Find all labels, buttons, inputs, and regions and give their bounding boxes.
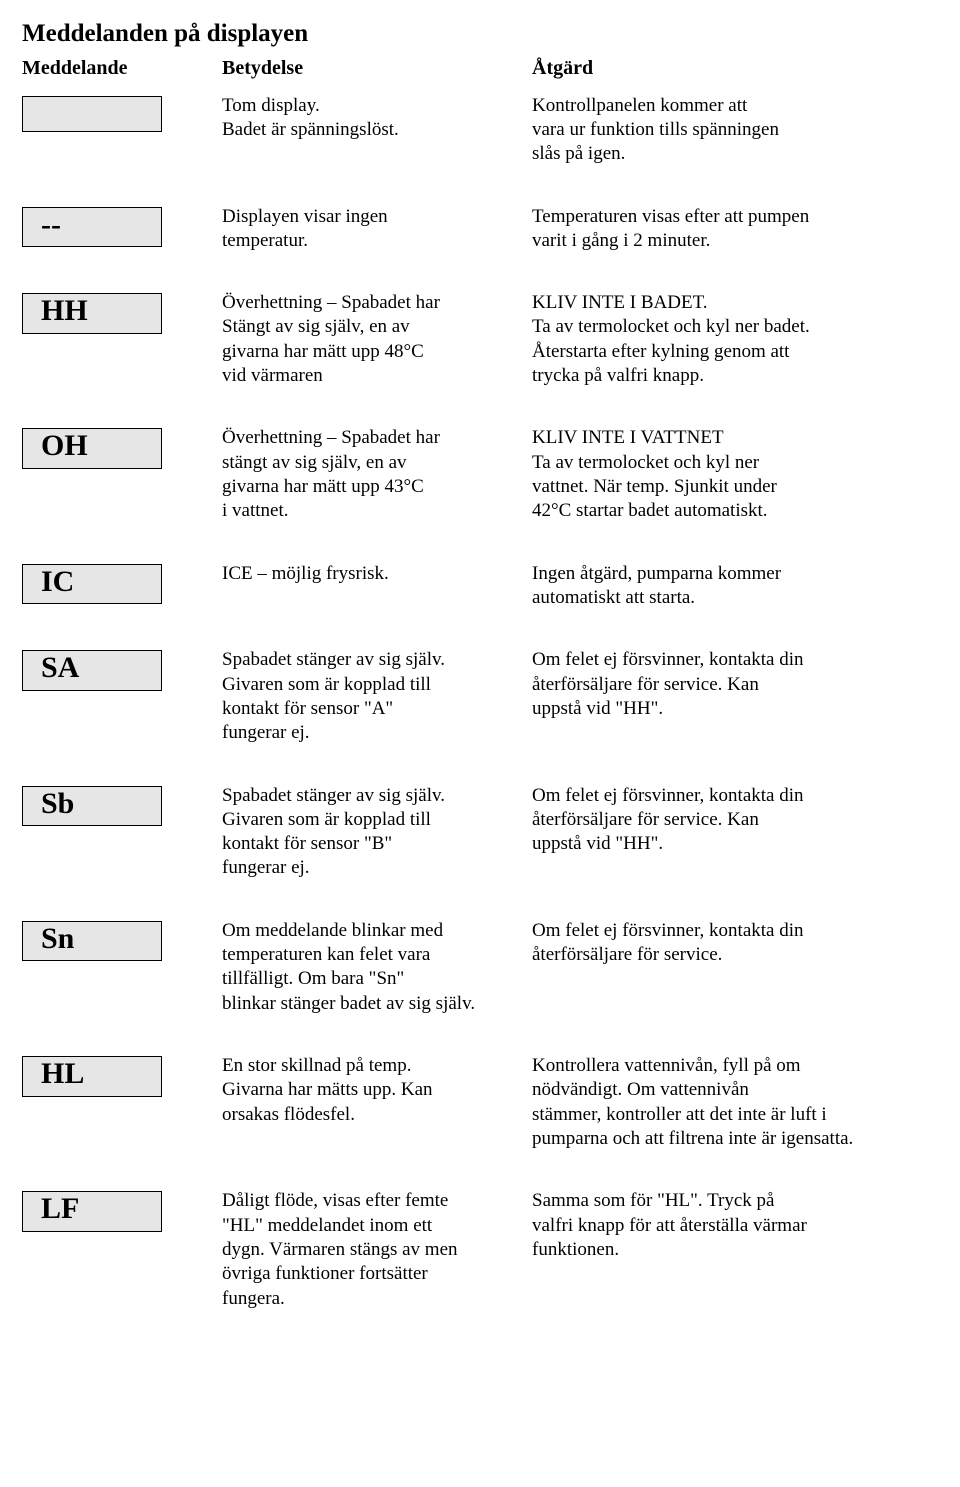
action-cell: KLIV INTE I VATTNET Ta av termolocket oc…	[532, 426, 938, 523]
action-cell: KLIV INTE I BADET. Ta av termolocket och…	[532, 291, 938, 388]
table-row: IC ICE – möjlig frysrisk.Ingen åtgärd, pu…	[22, 562, 938, 611]
action-cell: Om felet ej försvinner, kontakta din åte…	[532, 919, 938, 968]
display-code-box: HL	[22, 1056, 162, 1097]
code-cell: Sn	[22, 919, 222, 962]
meaning-cell: Dåligt flöde, visas efter femte "HL" med…	[222, 1189, 532, 1311]
message-table: Tom display. Badet är spänningslöst.Kont…	[22, 94, 938, 1311]
display-code-box: IC	[22, 564, 162, 605]
table-row: HH Överhettning – Spabadet har Stängt av …	[22, 291, 938, 388]
code-cell: LF	[22, 1189, 222, 1232]
meaning-cell: Tom display. Badet är spänningslöst.	[222, 94, 532, 143]
page-title: Meddelanden på displayen	[22, 18, 938, 50]
display-code-box: HH	[22, 293, 162, 334]
table-row: Tom display. Badet är spänningslöst.Kont…	[22, 94, 938, 167]
action-cell: Kontrollera vattennivån, fyll på om nödv…	[532, 1054, 938, 1151]
display-code-box: Sb	[22, 786, 162, 827]
display-code-box: LF	[22, 1191, 162, 1232]
table-row: SA Spabadet stänger av sig själv. Givaren…	[22, 648, 938, 745]
table-row: LF Dåligt flöde, visas efter femte "HL" m…	[22, 1189, 938, 1311]
meaning-cell: Överhettning – Spabadet har stängt av si…	[222, 426, 532, 523]
meaning-cell: Displayen visar ingen temperatur.	[222, 205, 532, 254]
display-code-box: Sn	[22, 921, 162, 962]
table-row: -- Displayen visar ingen temperatur.Tempe…	[22, 205, 938, 254]
meaning-cell: Överhettning – Spabadet har Stängt av si…	[222, 291, 532, 388]
table-row: OH Överhettning – Spabadet har stängt av …	[22, 426, 938, 523]
meaning-cell: Om meddelande blinkar med temperaturen k…	[222, 919, 532, 1016]
code-cell: IC	[22, 562, 222, 605]
header-meaning: Betydelse	[222, 56, 532, 82]
table-row: HL En stor skillnad på temp. Givarna har …	[22, 1054, 938, 1151]
display-code-box: SA	[22, 650, 162, 691]
meaning-cell: En stor skillnad på temp. Givarna har mä…	[222, 1054, 532, 1127]
meaning-cell: ICE – möjlig frysrisk.	[222, 562, 532, 586]
action-cell: Om felet ej försvinner, kontakta din åte…	[532, 648, 938, 721]
display-code-box: --	[22, 207, 162, 248]
table-row: Sb Spabadet stänger av sig själv. Givaren…	[22, 784, 938, 881]
code-cell: SA	[22, 648, 222, 691]
code-cell: HL	[22, 1054, 222, 1097]
column-header-row: Meddelande Betydelse Åtgärd	[22, 56, 938, 82]
action-cell: Samma som för "HL". Tryck på valfri knap…	[532, 1189, 938, 1262]
code-cell: HH	[22, 291, 222, 334]
action-cell: Temperaturen visas efter att pumpen vari…	[532, 205, 938, 254]
display-code-box: OH	[22, 428, 162, 469]
code-cell: OH	[22, 426, 222, 469]
header-code: Meddelande	[22, 56, 222, 82]
code-cell	[22, 94, 222, 139]
meaning-cell: Spabadet stänger av sig själv. Givaren s…	[222, 648, 532, 745]
code-cell: --	[22, 205, 222, 248]
action-cell: Kontrollpanelen kommer att vara ur funkt…	[532, 94, 938, 167]
display-code-box	[22, 96, 162, 132]
action-cell: Om felet ej försvinner, kontakta din åte…	[532, 784, 938, 857]
header-action: Åtgärd	[532, 56, 938, 82]
code-cell: Sb	[22, 784, 222, 827]
action-cell: Ingen åtgärd, pumparna kommer automatisk…	[532, 562, 938, 611]
table-row: Sn Om meddelande blinkar med temperaturen…	[22, 919, 938, 1016]
meaning-cell: Spabadet stänger av sig själv. Givaren s…	[222, 784, 532, 881]
